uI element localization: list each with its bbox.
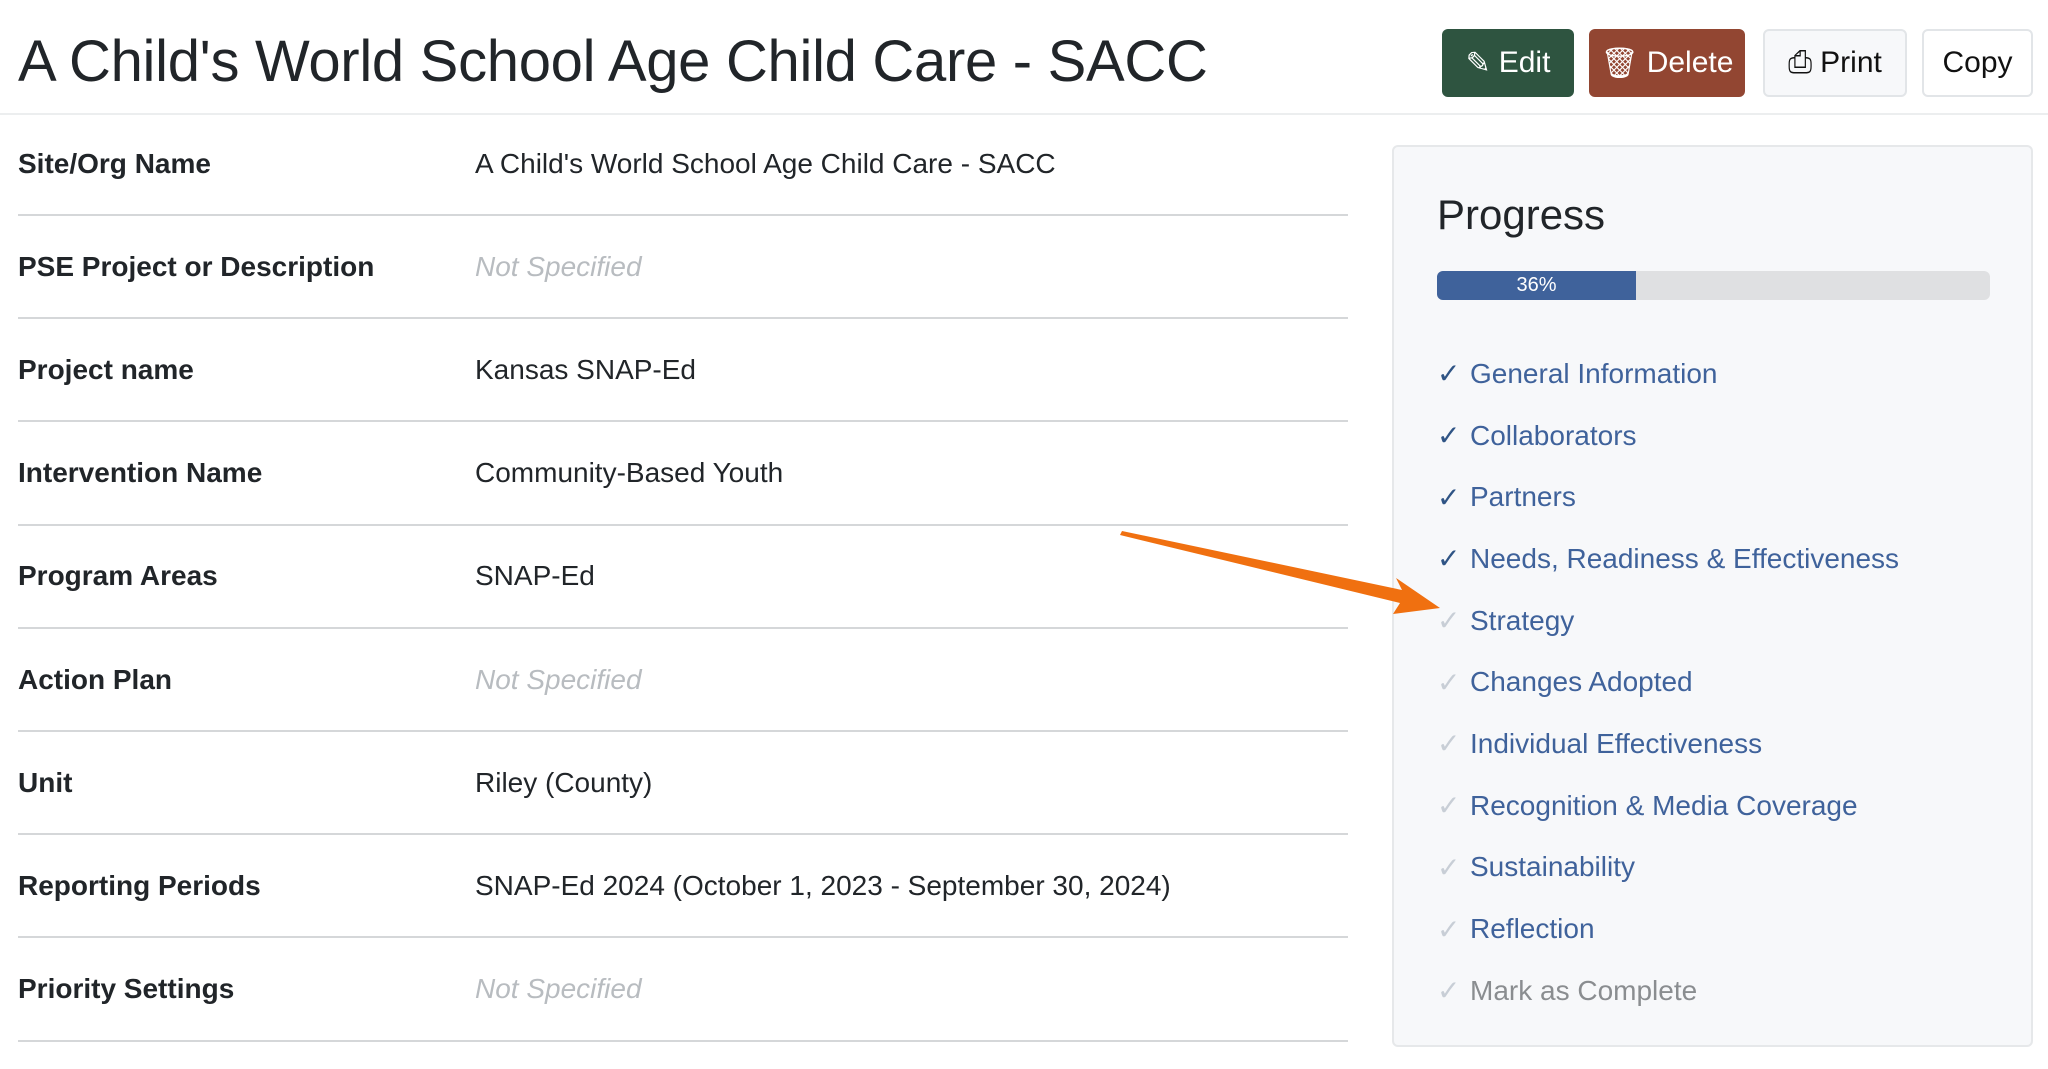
delete-button[interactable]: 🗑 Delete [1589, 29, 1745, 97]
progress-bar-fill: 36% [1437, 271, 1637, 300]
check-icon: ✓ [1437, 913, 1461, 945]
print-button[interactable]: ⎙ Print [1763, 29, 1907, 97]
edit-button[interactable]: ✎ Edit [1442, 29, 1574, 97]
progress-step[interactable]: ✓ Collaborators [1437, 405, 1899, 467]
page-title: A Child's World School Age Child Care - … [18, 29, 1208, 94]
detail-row: PSE Project or Description Not Specified [18, 216, 1348, 320]
detail-value: Kansas SNAP-Ed [475, 353, 696, 385]
detail-label: Intervention Name [18, 457, 263, 489]
detail-label: Site/Org Name [18, 147, 211, 179]
check-icon: ✓ [1437, 975, 1461, 1007]
edit-label: Edit [1498, 46, 1551, 79]
check-icon: ✓ [1437, 666, 1461, 698]
printer-icon: ⎙ [1788, 46, 1813, 79]
detail-row: Site/Org Name A Child's World School Age … [18, 113, 1348, 216]
detail-label: Priority Settings [18, 973, 235, 1005]
detail-row: Reporting Periods SNAP-Ed 2024 (October 1… [18, 835, 1348, 939]
progress-step[interactable]: ✓ Mark as Complete [1437, 960, 1899, 1022]
step-label: Strategy [1470, 604, 1575, 636]
progress-step[interactable]: ✓ Individual Effectiveness [1437, 713, 1899, 775]
step-label: Partners [1470, 481, 1576, 513]
detail-row: Program Areas SNAP-Ed [18, 526, 1348, 629]
check-icon: ✓ [1437, 728, 1461, 760]
step-label: General Information [1470, 357, 1718, 389]
detail-label: Program Areas [18, 560, 218, 592]
step-label: Recognition & Media Coverage [1470, 789, 1858, 821]
step-label: Collaborators [1470, 419, 1637, 451]
delete-label: Delete [1646, 46, 1734, 79]
progress-step[interactable]: ✓ Partners [1437, 466, 1899, 528]
detail-label: Reporting Periods [18, 869, 261, 901]
trash-icon: 🗑 [1600, 46, 1639, 80]
detail-value: A Child's World School Age Child Care - … [475, 147, 1056, 179]
detail-value: Not Specified [475, 663, 642, 695]
print-label: Print [1820, 46, 1882, 79]
detail-label: PSE Project or Description [18, 250, 375, 282]
step-label: Changes Adopted [1470, 666, 1693, 698]
check-icon: ✓ [1437, 605, 1461, 637]
check-icon: ✓ [1437, 790, 1461, 822]
detail-value: Not Specified [475, 250, 642, 282]
step-label: Reflection [1470, 913, 1595, 945]
detail-value: Not Specified [475, 973, 642, 1005]
progress-step[interactable]: ✓ General Information [1437, 343, 1899, 405]
header-divider [0, 113, 2048, 115]
progress-panel: Progress 36% ✓ General Information ✓ Collab… [1392, 145, 2033, 1047]
pencil-icon: ✎ [1465, 46, 1491, 80]
check-icon: ✓ [1437, 420, 1461, 452]
progress-step[interactable]: ✓ Strategy [1437, 590, 1899, 652]
step-label: Needs, Readiness & Effectiveness [1470, 542, 1900, 574]
progress-step[interactable]: ✓ Recognition & Media Coverage [1437, 775, 1899, 837]
step-label: Mark as Complete [1470, 974, 1698, 1006]
progress-step[interactable]: ✓ Reflection [1437, 898, 1899, 960]
detail-row: Project name Kansas SNAP-Ed [18, 319, 1348, 423]
step-label: Sustainability [1470, 851, 1635, 883]
detail-row: Priority Settings Not Specified [18, 939, 1348, 1042]
detail-value: Riley (County) [475, 766, 653, 798]
check-icon: ✓ [1437, 543, 1461, 575]
progress-step[interactable]: ✓ Changes Adopted [1437, 651, 1899, 713]
detail-row: Action Plan Not Specified [18, 629, 1348, 732]
progress-step[interactable]: ✓ Sustainability [1437, 837, 1899, 899]
check-icon: ✓ [1437, 851, 1461, 883]
detail-row: Unit Riley (County) [18, 732, 1348, 836]
step-label: Individual Effectiveness [1470, 727, 1763, 759]
progress-step[interactable]: ✓ Needs, Readiness & Effectiveness [1437, 528, 1899, 590]
copy-button[interactable]: Copy [1922, 29, 2033, 97]
detail-value: Community-Based Youth [475, 457, 784, 489]
detail-label: Action Plan [18, 663, 173, 695]
check-icon: ✓ [1437, 358, 1461, 390]
progress-bar: 36% [1437, 271, 1990, 300]
progress-title: Progress [1437, 191, 1606, 238]
progress-steps: ✓ General Information ✓ Collaborators ✓ Partn… [1437, 343, 1899, 1022]
detail-value: SNAP-Ed [475, 560, 595, 592]
detail-label: Unit [18, 766, 73, 798]
check-icon: ✓ [1437, 481, 1461, 513]
detail-row: Intervention Name Community-Based Youth [18, 423, 1348, 526]
copy-label: Copy [1942, 46, 2013, 79]
detail-value: SNAP-Ed 2024 (October 1, 2023 - Septembe… [475, 869, 1171, 901]
detail-label: Project name [18, 353, 194, 385]
